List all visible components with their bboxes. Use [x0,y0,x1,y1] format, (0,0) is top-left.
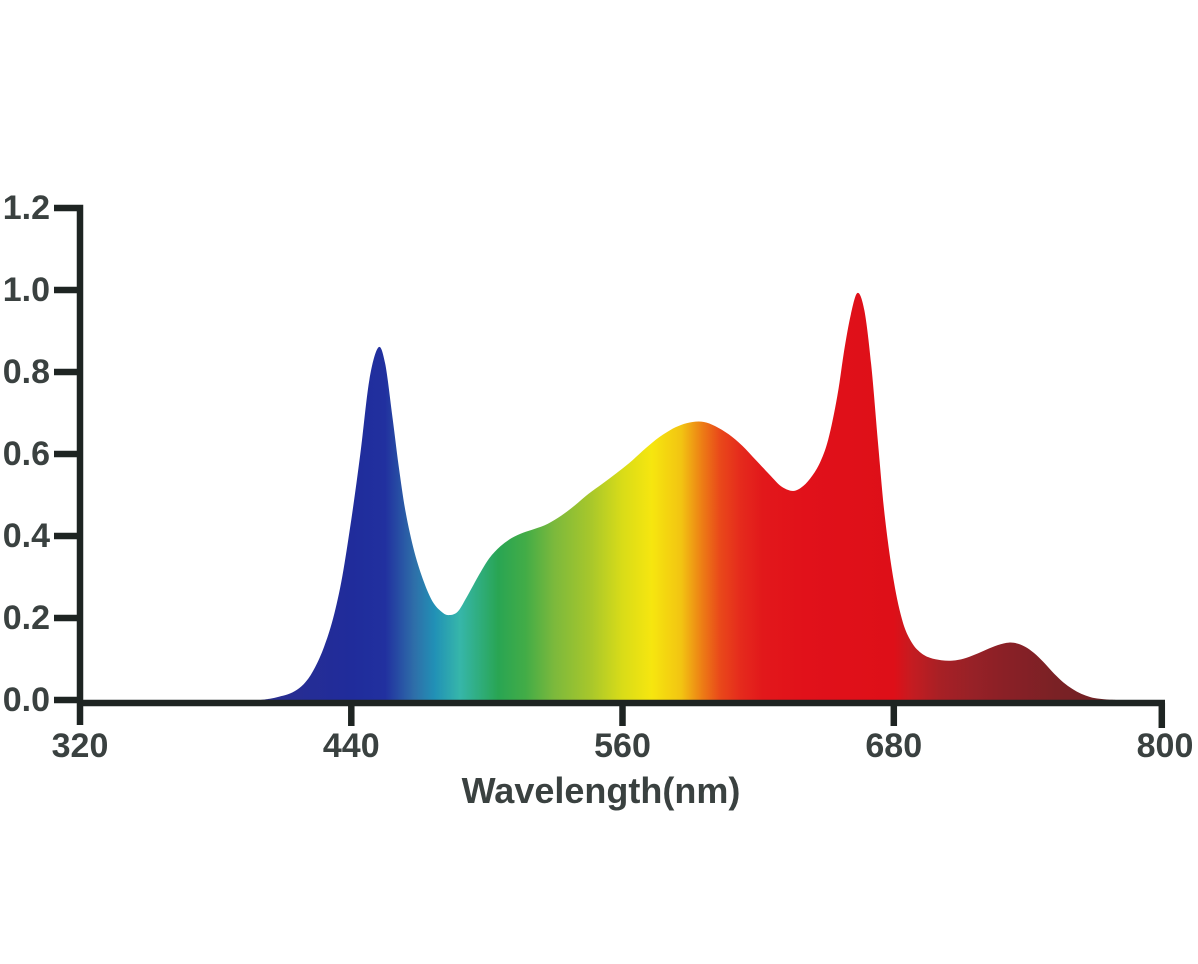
y-tick-label: 0.0 [2,681,50,719]
y-tick-label: 0.4 [2,517,50,555]
y-tick-label: 0.6 [2,435,50,473]
y-tick-label: 1.0 [2,271,50,309]
x-tick-label: 320 [51,727,109,765]
axes-and-ticks [54,204,1166,728]
x-tick-label: 560 [594,727,651,765]
y-tick-label: 0.2 [2,599,50,637]
y-tick-label: 0.8 [2,353,50,391]
x-tick-label: 800 [1136,727,1194,765]
x-tick-label: 440 [322,727,380,765]
spectrum-curve [260,292,1118,705]
x-tick-label: 680 [865,727,923,765]
y-tick-label: 1.2 [2,189,50,227]
x-axis-title: Wavelength(nm) [461,770,741,811]
